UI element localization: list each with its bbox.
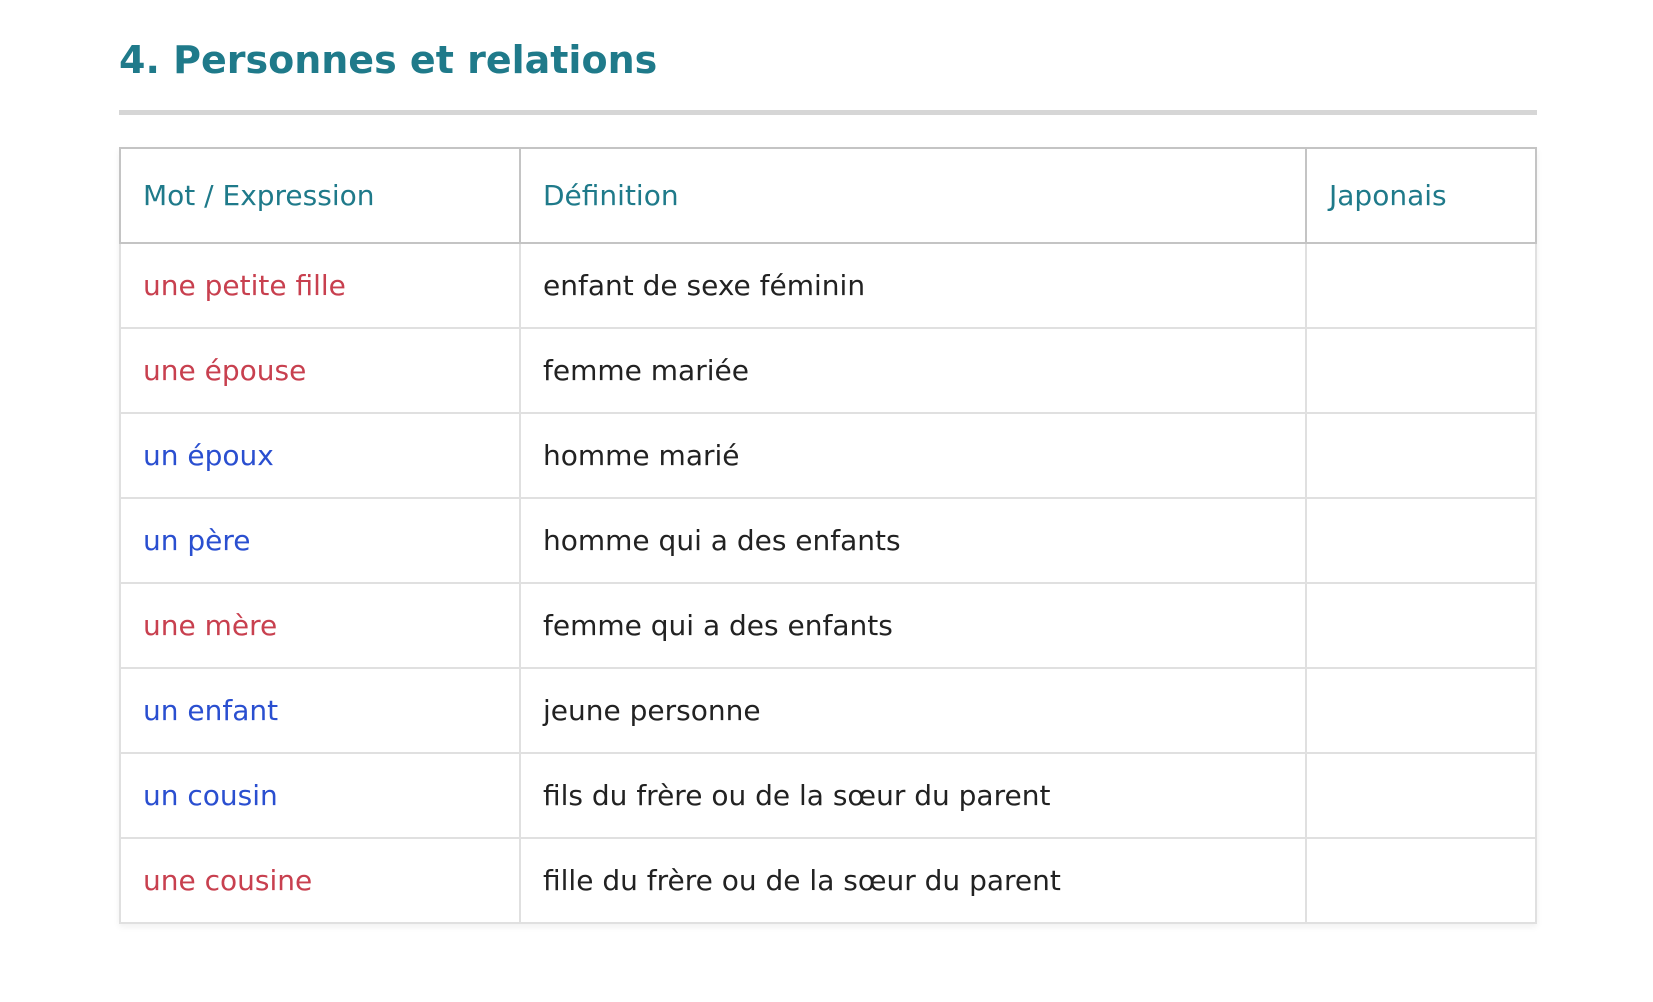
table-row: une petite fille enfant de sexe féminin — [119, 242, 1537, 329]
japanese-cell — [1305, 582, 1537, 669]
definition-cell: homme marié — [519, 412, 1307, 499]
definition-cell: femme qui a des enfants — [519, 582, 1307, 669]
header-definition: Définition — [519, 147, 1307, 244]
definition-cell: jeune personne — [519, 667, 1307, 754]
definition-cell: enfant de sexe féminin — [519, 242, 1307, 329]
table-row: un cousin fils du frère ou de la sœur du … — [119, 752, 1537, 839]
word-cell: un époux — [119, 412, 521, 499]
section-title: 4. Personnes et relations — [119, 38, 658, 82]
japanese-cell — [1305, 412, 1537, 499]
header-japanese: Japonais — [1305, 147, 1537, 244]
table-row: une épouse femme mariée — [119, 327, 1537, 414]
word-cell: une mère — [119, 582, 521, 669]
word-cell: une cousine — [119, 837, 521, 924]
word-cell: une petite fille — [119, 242, 521, 329]
definition-cell: fille du frère ou de la sœur du parent — [519, 837, 1307, 924]
table-row: une cousine fille du frère ou de la sœur … — [119, 837, 1537, 924]
japanese-cell — [1305, 667, 1537, 754]
table-row: un époux homme marié — [119, 412, 1537, 499]
japanese-cell — [1305, 327, 1537, 414]
table-row: un père homme qui a des enfants — [119, 497, 1537, 584]
word-cell: un père — [119, 497, 521, 584]
word-cell: une épouse — [119, 327, 521, 414]
table-header-row: Mot / Expression Définition Japonais — [119, 147, 1537, 244]
word-cell: un enfant — [119, 667, 521, 754]
title-divider — [119, 110, 1537, 115]
japanese-cell — [1305, 837, 1537, 924]
japanese-cell — [1305, 752, 1537, 839]
vocabulary-table: Mot / Expression Définition Japonais une… — [119, 147, 1537, 924]
definition-cell: homme qui a des enfants — [519, 497, 1307, 584]
japanese-cell — [1305, 497, 1537, 584]
word-cell: un cousin — [119, 752, 521, 839]
japanese-cell — [1305, 242, 1537, 329]
header-word: Mot / Expression — [119, 147, 521, 244]
definition-cell: femme mariée — [519, 327, 1307, 414]
table-row: une mère femme qui a des enfants — [119, 582, 1537, 669]
definition-cell: fils du frère ou de la sœur du parent — [519, 752, 1307, 839]
table-row: un enfant jeune personne — [119, 667, 1537, 754]
